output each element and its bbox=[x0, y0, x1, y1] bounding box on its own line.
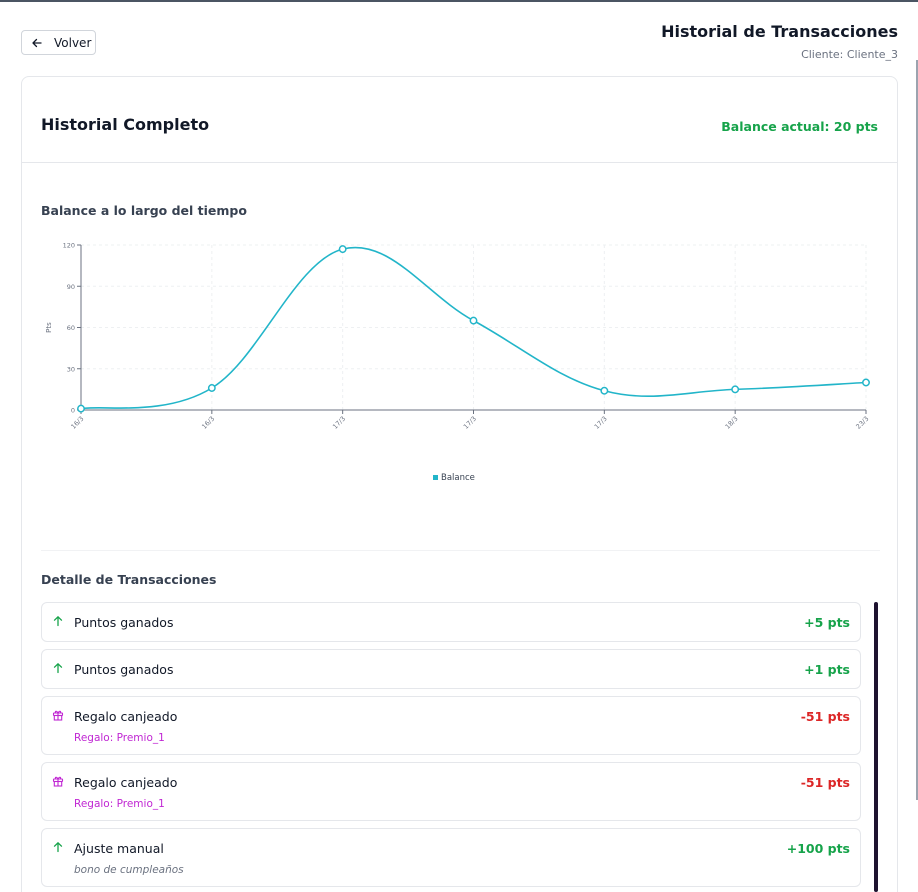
gift-icon bbox=[52, 776, 64, 787]
x-tick-label: 16/3 bbox=[69, 415, 85, 431]
balance-chart-svg: 0 30 60 90 120 Pts 16/3 16/3 17/3 17/3 17/3 18/3 23/… bbox=[45, 242, 870, 484]
y-axis-label: Pts bbox=[45, 322, 53, 333]
y-tick-label: 90 bbox=[67, 283, 75, 291]
balance-data-point bbox=[600, 386, 609, 395]
x-tick-label: 18/3 bbox=[724, 415, 740, 431]
transaction-title: Regalo canjeado bbox=[74, 775, 178, 790]
section-divider bbox=[41, 550, 880, 551]
balance-data-point bbox=[862, 378, 870, 387]
arrow-up-icon bbox=[53, 842, 63, 853]
page-title: Historial de Transacciones bbox=[661, 22, 898, 41]
transaction-title: Puntos ganados bbox=[74, 615, 174, 630]
transaction-amount: +5 pts bbox=[804, 615, 850, 630]
transaction-detail: Regalo: Premio_1 bbox=[74, 732, 165, 744]
history-card: Historial Completo Balance actual: 20 pt… bbox=[21, 76, 898, 892]
transaction-amount: -51 pts bbox=[800, 775, 850, 790]
balance-data-point bbox=[731, 385, 740, 394]
x-tick-label: 17/3 bbox=[462, 415, 478, 431]
window-right-border bbox=[916, 60, 918, 800]
transaction-item: Ajuste manual +100 pts bono de cumpleaños bbox=[41, 828, 861, 887]
gift-icon bbox=[52, 710, 64, 721]
y-tick-label: 60 bbox=[67, 324, 75, 332]
transaction-amount: +100 pts bbox=[786, 841, 850, 856]
balance-data-point bbox=[469, 316, 478, 325]
x-tick-label: 17/3 bbox=[331, 415, 347, 431]
window-top-border bbox=[0, 0, 918, 2]
arrow-left-icon bbox=[32, 38, 42, 47]
transaction-title: Regalo canjeado bbox=[74, 709, 178, 724]
y-tick-label: 0 bbox=[71, 407, 75, 415]
transaction-title: Ajuste manual bbox=[74, 841, 164, 856]
legend-label: Balance bbox=[441, 473, 475, 483]
balance-data-point bbox=[338, 245, 347, 254]
back-button[interactable]: Volver bbox=[21, 30, 96, 55]
transaction-amount: +1 pts bbox=[804, 662, 850, 677]
transaction-item: Regalo canjeado -51 pts Regalo: Premio_1 bbox=[41, 762, 861, 821]
x-tick-label: 17/3 bbox=[593, 415, 609, 431]
transaction-item: Regalo canjeado -51 pts Regalo: Premio_1 bbox=[41, 696, 861, 755]
transaction-title: Puntos ganados bbox=[74, 662, 174, 677]
x-tick-label: 16/3 bbox=[200, 415, 216, 431]
legend-swatch bbox=[433, 475, 438, 480]
transaction-amount: -51 pts bbox=[800, 709, 850, 724]
transaction-detail: bono de cumpleaños bbox=[74, 864, 184, 876]
arrow-up-icon bbox=[53, 616, 63, 627]
transaction-detail: Regalo: Premio_1 bbox=[74, 798, 165, 810]
back-button-label: Volver bbox=[54, 35, 92, 50]
transaction-item: Puntos ganados +1 pts bbox=[41, 649, 861, 689]
transactions-section-title: Detalle de Transacciones bbox=[41, 572, 217, 587]
chart-section-title: Balance a lo largo del tiempo bbox=[41, 203, 247, 218]
x-tick-label: 23/3 bbox=[854, 415, 870, 431]
current-balance: Balance actual: 20 pts bbox=[721, 119, 878, 134]
card-title: Historial Completo bbox=[41, 115, 210, 134]
client-label: Cliente: Cliente_3 bbox=[801, 48, 898, 61]
transaction-item: Puntos ganados +5 pts bbox=[41, 602, 861, 642]
balance-chart: 0 30 60 90 120 Pts 16/3 16/3 17/3 17/3 17/3 18/3 23/… bbox=[22, 227, 897, 497]
y-tick-label: 120 bbox=[63, 242, 75, 250]
balance-data-point bbox=[207, 384, 216, 392]
card-header: Historial Completo Balance actual: 20 pt… bbox=[22, 77, 897, 163]
y-tick-label: 30 bbox=[67, 365, 75, 373]
arrow-up-icon bbox=[53, 663, 63, 674]
balance-data-point bbox=[77, 404, 85, 413]
scrollbar-thumb[interactable] bbox=[874, 602, 878, 892]
transactions-list: Puntos ganados +5 pts Puntos ganados +1 pts… bbox=[41, 602, 861, 892]
